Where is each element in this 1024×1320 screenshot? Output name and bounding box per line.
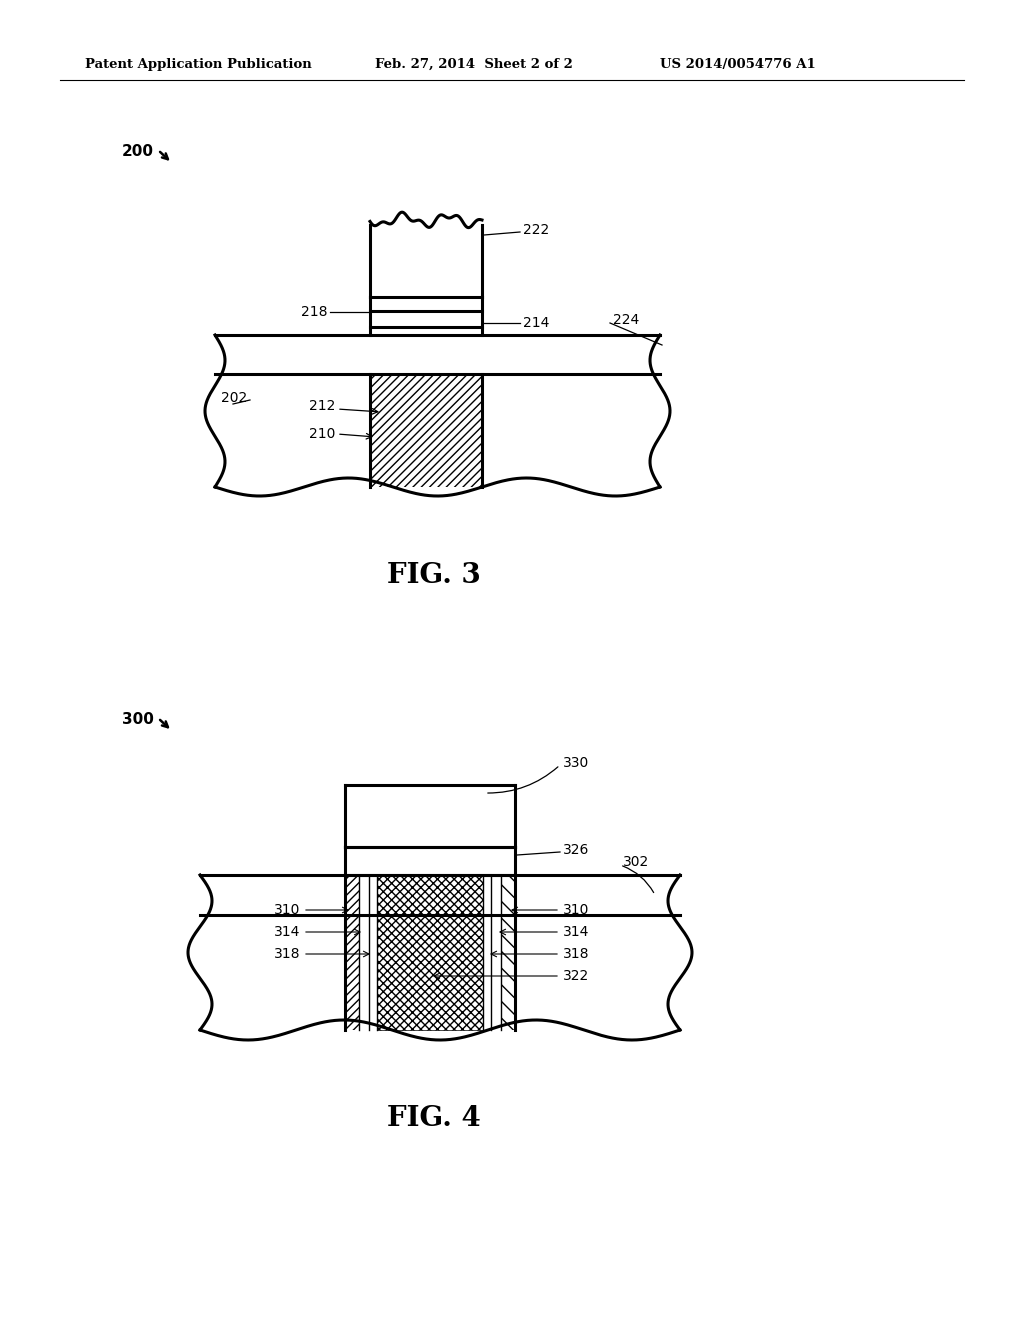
Text: Feb. 27, 2014  Sheet 2 of 2: Feb. 27, 2014 Sheet 2 of 2 bbox=[375, 58, 572, 71]
Text: 300: 300 bbox=[122, 713, 154, 727]
Text: 326: 326 bbox=[563, 843, 590, 857]
Text: 224: 224 bbox=[613, 313, 639, 327]
Text: 302: 302 bbox=[623, 855, 649, 869]
Text: 218: 218 bbox=[300, 305, 327, 319]
Text: 310: 310 bbox=[273, 903, 300, 917]
Bar bbox=[345, 875, 359, 1030]
Text: 212: 212 bbox=[308, 399, 335, 413]
Text: 318: 318 bbox=[273, 946, 300, 961]
Text: 314: 314 bbox=[563, 925, 590, 939]
Bar bbox=[377, 875, 483, 1030]
Text: FIG. 3: FIG. 3 bbox=[387, 562, 481, 589]
Text: FIG. 4: FIG. 4 bbox=[387, 1105, 481, 1133]
Text: 202: 202 bbox=[221, 391, 247, 405]
Text: 210: 210 bbox=[308, 426, 335, 441]
Bar bbox=[370, 374, 482, 487]
Text: 214: 214 bbox=[523, 315, 549, 330]
Bar bbox=[501, 875, 515, 1030]
Text: Patent Application Publication: Patent Application Publication bbox=[85, 58, 311, 71]
Text: 322: 322 bbox=[563, 969, 589, 983]
Text: 314: 314 bbox=[273, 925, 300, 939]
Text: 200: 200 bbox=[122, 144, 154, 160]
Text: US 2014/0054776 A1: US 2014/0054776 A1 bbox=[660, 58, 816, 71]
Text: 310: 310 bbox=[563, 903, 590, 917]
Text: 330: 330 bbox=[563, 756, 589, 770]
Text: 222: 222 bbox=[523, 223, 549, 238]
Text: 318: 318 bbox=[563, 946, 590, 961]
